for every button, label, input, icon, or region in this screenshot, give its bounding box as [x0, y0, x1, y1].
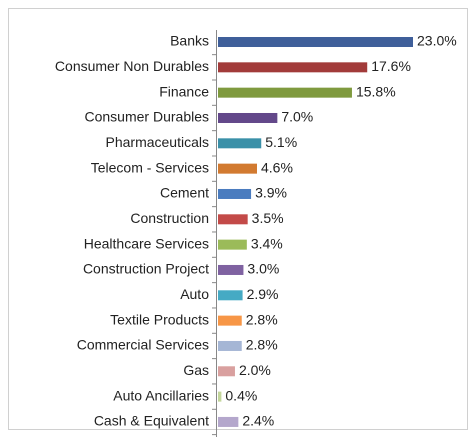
- bar: [218, 163, 257, 174]
- bar: [218, 37, 413, 47]
- category-label: Auto Ancillaries: [113, 387, 209, 403]
- category-label: Cash & Equivalent: [94, 413, 209, 429]
- data-label: 3.4%: [251, 235, 283, 251]
- data-label: 3.9%: [255, 185, 287, 201]
- category-label: Consumer Non Durables: [55, 58, 209, 74]
- data-label: 7.0%: [281, 109, 313, 125]
- bar: [218, 315, 242, 326]
- bar: [218, 87, 352, 98]
- category-label: Finance: [159, 83, 209, 99]
- bar: [218, 62, 368, 73]
- category-label: Telecom - Services: [91, 159, 209, 175]
- data-label: 3.5%: [252, 210, 284, 226]
- bar: [218, 391, 222, 402]
- data-label: 2.8%: [246, 311, 278, 327]
- bar: [218, 138, 262, 149]
- bar: [218, 239, 247, 250]
- category-label: Consumer Durables: [85, 109, 210, 125]
- category-label: Pharmaceuticals: [106, 134, 210, 150]
- bar: [218, 366, 235, 377]
- bar: [218, 416, 239, 427]
- data-label: 4.6%: [261, 159, 293, 175]
- bar: [218, 112, 278, 123]
- category-label: Banks: [170, 33, 209, 49]
- bar: [218, 340, 242, 351]
- data-label: 2.8%: [246, 337, 278, 353]
- bar: [218, 214, 248, 225]
- bar: [218, 264, 244, 275]
- category-label: Commercial Services: [77, 337, 209, 353]
- data-label: 3.0%: [247, 261, 279, 277]
- bar: [218, 188, 252, 199]
- category-label: Gas: [183, 362, 209, 378]
- data-label: 2.9%: [247, 286, 279, 302]
- data-label: 2.0%: [239, 362, 271, 378]
- data-label: 15.8%: [356, 83, 396, 99]
- data-label: 5.1%: [265, 134, 297, 150]
- category-label: Construction Project: [83, 261, 209, 277]
- category-label: Cement: [160, 185, 209, 201]
- bar: [218, 290, 243, 301]
- category-label: Construction: [130, 210, 209, 226]
- data-label: 17.6%: [371, 58, 411, 74]
- category-label: Textile Products: [110, 311, 209, 327]
- data-label: 23.0%: [417, 33, 457, 49]
- data-label: 2.4%: [242, 413, 274, 429]
- category-label: Auto: [180, 286, 209, 302]
- data-label: 0.4%: [225, 387, 257, 403]
- category-label: Healthcare Services: [84, 235, 209, 251]
